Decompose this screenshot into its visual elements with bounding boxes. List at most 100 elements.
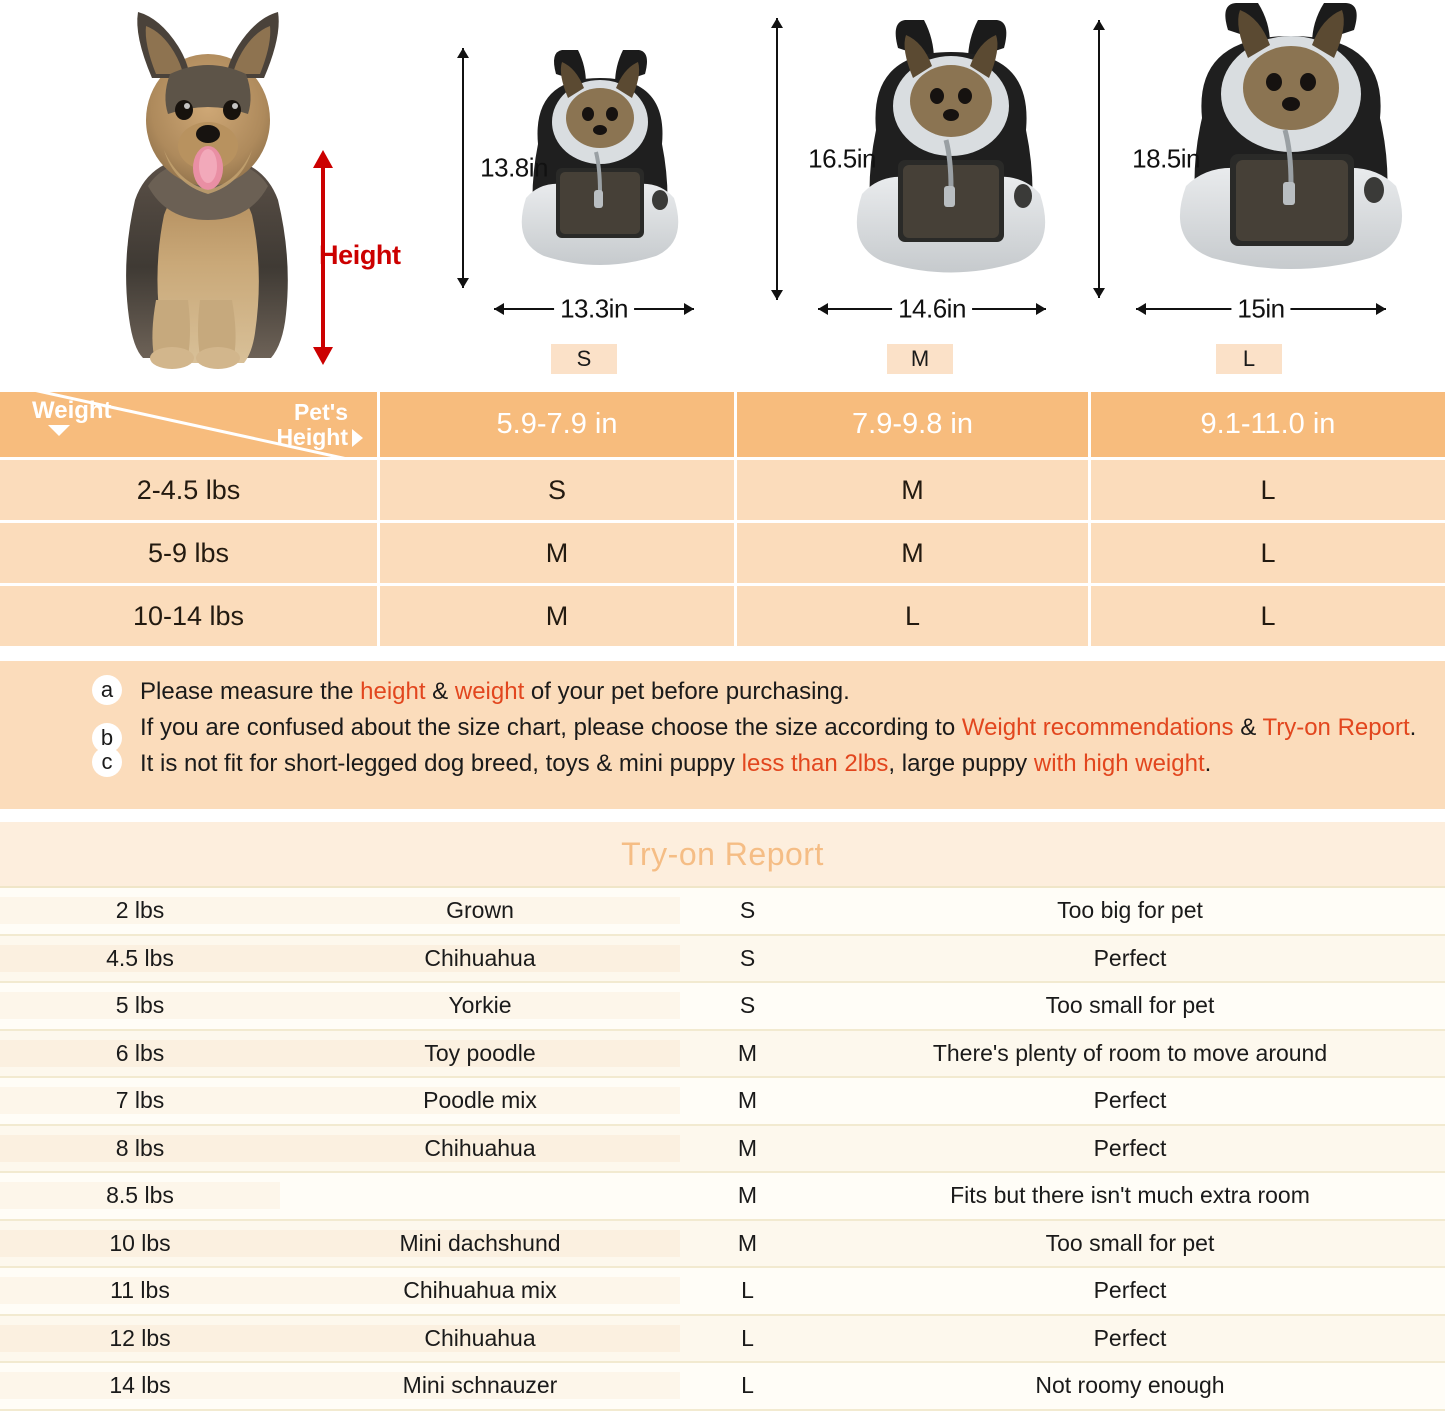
weight-range-cell: 10-14 lbs (0, 586, 380, 649)
note-plain-text: It is not fit for short-legged dog breed… (140, 750, 742, 778)
note-bullet-a: a (92, 675, 122, 705)
tryon-breed-cell: Mini dachshund (280, 1229, 680, 1257)
bag-s-width-dimension: 13.3in (494, 293, 694, 325)
tryon-size-cell: M (737, 1134, 758, 1161)
tryon-report-row: 4.5 lbs Chihuahua S Perfect (0, 935, 1445, 983)
yorkshire-terrier-image (126, 12, 288, 369)
tryon-weight-cell: 8.5 lbs (0, 1182, 280, 1210)
tryon-comment-cell: Perfect (1093, 1134, 1167, 1161)
note-text-a: Please measure the height & weight of yo… (140, 675, 850, 708)
height-column-header-2: 7.9-9.8 in (737, 392, 1091, 460)
pet-carrier-backpack-m-image (856, 20, 1046, 273)
tryon-weight-cell: 7 lbs (0, 1087, 280, 1115)
size-result-cell: M (737, 460, 1091, 523)
bag-m-height-value: 16.5in (808, 143, 876, 174)
note-item: c It is not fit for short-legged dog bre… (0, 747, 1445, 780)
tryon-report-row: 10 lbs Mini dachshund M Too small for pet (0, 1220, 1445, 1268)
corner-pets-line1: Pet's (293, 399, 348, 425)
bag-m-height-dimension: 16.5in (771, 18, 886, 300)
tryon-report-section: Try-on Report 2 lbs Grown S Too big for pet… (0, 822, 1445, 1411)
weight-range-cell: 5-9 lbs (0, 523, 380, 586)
tryon-report-row: 12 lbs Chihuahua L Perfect (0, 1315, 1445, 1363)
tryon-weight-cell: 10 lbs (0, 1229, 280, 1257)
tryon-report-title-band: Try-on Report (0, 822, 1445, 888)
tryon-size-cell: S (739, 992, 756, 1019)
tryon-size-cell: M (737, 1229, 758, 1256)
tryon-report-row: 11 lbs Chihuahua mix L Perfect (0, 1268, 1445, 1316)
bag-size-s-illustration: 13.8in 13.3in S (440, 0, 730, 380)
tryon-breed-cell: Toy poodle (280, 1039, 680, 1067)
size-table-row: 2-4.5 lbs S M L (0, 460, 1445, 523)
note-highlight-text: Weight recommendations (961, 714, 1234, 742)
tryon-weight-cell: 6 lbs (0, 1039, 280, 1067)
note-highlight-text: height (360, 678, 426, 705)
bag-m-width-dimension: 14.6in (818, 293, 1046, 325)
note-plain-text: . (1204, 750, 1212, 778)
size-table-row: 5-9 lbs M M L (0, 523, 1445, 586)
tryon-report-rows: 2 lbs Grown S Too big for pet 4.5 lbs Chihuah… (0, 888, 1445, 1411)
tryon-comment-cell: There's plenty of room to move around (932, 1039, 1328, 1066)
size-result-cell: L (1091, 586, 1445, 649)
tryon-breed-cell: Chihuahua mix (280, 1277, 680, 1305)
height-column-header-1: 5.9-7.9 in (380, 392, 737, 460)
tryon-size-cell: L (741, 1277, 754, 1304)
bag-s-height-value: 13.8in (480, 152, 548, 183)
bag-s-height-dimension: 13.8in (457, 48, 558, 288)
tryon-breed-cell: Chihuahua (280, 1134, 680, 1162)
height-label: Height (319, 240, 401, 270)
tryon-size-cell: L (741, 1324, 754, 1351)
note-bullet-c: c (92, 747, 122, 778)
tryon-breed-cell: Grown (280, 897, 680, 925)
note-plain-text: & (425, 678, 455, 705)
size-result-cell: M (380, 586, 737, 649)
bag-l-width-dimension: 15in (1136, 293, 1386, 325)
tryon-report-row: 2 lbs Grown S Too big for pet (0, 888, 1445, 936)
tryon-weight-cell: 14 lbs (0, 1372, 280, 1400)
tryon-comment-cell: Too small for pet (1045, 992, 1215, 1019)
tryon-comment-cell: Perfect (1093, 944, 1167, 971)
tryon-report-row: 8.5 lbs M Fits but there isn't much extra … (0, 1173, 1445, 1221)
tryon-comment-cell: Too small for pet (1045, 1229, 1215, 1256)
tryon-breed-cell: Mini schnauzer (280, 1372, 680, 1400)
product-size-illustration-section: Height (0, 0, 1445, 380)
tryon-comment-cell: Perfect (1093, 1324, 1167, 1351)
tryon-size-cell: L (741, 1372, 754, 1399)
note-text-b: If you are confused about the size chart… (140, 711, 1416, 744)
tryon-report-row: 7 lbs Poodle mix M Perfect (0, 1078, 1445, 1126)
size-badge-s: S (551, 344, 617, 374)
tryon-comment-cell: Too big for pet (1057, 897, 1203, 924)
tryon-size-cell: M (737, 1182, 758, 1209)
height-double-arrow-icon (313, 150, 333, 365)
bag-size-m-illustration: 16.5in 14.6in M (760, 0, 1080, 380)
tryon-breed-cell: Chihuahua (280, 944, 680, 972)
bag-l-width-value: 15in (1231, 293, 1291, 325)
size-result-cell: L (737, 586, 1091, 649)
note-plain-text: of your pet before purchasing. (524, 678, 850, 705)
size-table-corner-cell: Weight Pet's Height (0, 392, 380, 460)
tryon-comment-cell: Perfect (1093, 1087, 1167, 1114)
bag-s-width-value: 13.3in (554, 293, 634, 325)
tryon-comment-cell: Fits but there isn't much extra room (950, 1182, 1310, 1209)
tryon-weight-cell: 4.5 lbs (0, 944, 280, 972)
tryon-breed-cell: Chihuahua (280, 1324, 680, 1352)
weight-range-cell: 2-4.5 lbs (0, 460, 380, 523)
size-result-cell: M (737, 523, 1091, 586)
tryon-size-cell: S (739, 897, 756, 924)
tryon-report-row: 5 lbs Yorkie S Too small for pet (0, 983, 1445, 1031)
size-result-cell: L (1091, 523, 1445, 586)
note-plain-text: If you are confused about the size chart… (140, 714, 962, 742)
corner-weight-text: Weight (32, 397, 112, 424)
triangle-down-icon (48, 425, 70, 437)
size-recommendation-table: Weight Pet's Height 5.9-7.9 in 7.9-9.8 i… (0, 392, 1445, 649)
size-table-header-row: Weight Pet's Height 5.9-7.9 in 7.9-9.8 i… (0, 392, 1445, 460)
tryon-report-title: Try-on Report (621, 835, 824, 872)
tryon-weight-cell: 5 lbs (0, 992, 280, 1020)
tryon-weight-cell: 2 lbs (0, 897, 280, 925)
size-result-cell: S (380, 460, 737, 523)
tryon-size-cell: S (739, 944, 756, 971)
purchase-notes-panel: a Please measure the height & weight of … (0, 661, 1445, 809)
note-highlight-text: with high weight (1033, 750, 1205, 778)
pet-height-measure-marker: Height (305, 150, 401, 365)
tryon-breed-cell: Yorkie (280, 992, 680, 1020)
pet-carrier-backpack-l-image (1179, 3, 1403, 269)
